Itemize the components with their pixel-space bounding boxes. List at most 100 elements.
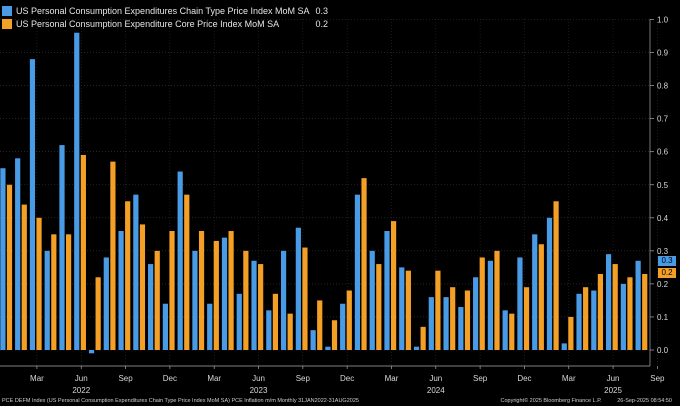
bar-headline bbox=[591, 290, 597, 350]
x-tick-label: Mar bbox=[562, 374, 576, 383]
bar-headline bbox=[192, 250, 198, 350]
bar-core bbox=[213, 240, 219, 350]
bar-headline bbox=[0, 168, 6, 350]
y-tick-label: 0.8 bbox=[657, 82, 669, 91]
y-tick-label: 0.1 bbox=[657, 313, 669, 322]
bar-core bbox=[346, 290, 352, 350]
x-tick-label: Sep bbox=[650, 374, 665, 383]
bar-headline bbox=[236, 293, 242, 350]
bar-core bbox=[331, 320, 338, 350]
bar-core bbox=[287, 313, 293, 350]
bar-core bbox=[198, 231, 205, 350]
bar-core bbox=[479, 257, 485, 350]
bar-headline bbox=[59, 145, 65, 350]
x-tick-label: Dec bbox=[517, 374, 531, 383]
bar-headline bbox=[74, 32, 80, 350]
bar-headline bbox=[620, 283, 626, 350]
bar-core bbox=[154, 250, 160, 350]
legend-item-core: US Personal Consumption Expenditure Core… bbox=[2, 17, 328, 30]
bar-core bbox=[553, 201, 559, 350]
bar-core bbox=[169, 231, 175, 350]
legend-swatch-headline bbox=[2, 5, 12, 16]
bar-headline bbox=[162, 303, 168, 350]
bar-headline bbox=[399, 267, 405, 350]
bar-core bbox=[538, 244, 544, 350]
bar-core bbox=[361, 178, 367, 350]
footer-meta: Copyright© 2025 Bloomberg Finance L.P. 2… bbox=[487, 398, 672, 404]
legend-item-headline: US Personal Consumption Expenditures Cha… bbox=[2, 4, 328, 17]
y-tick-label: 1.0 bbox=[657, 16, 669, 25]
bar-headline bbox=[15, 158, 21, 350]
bar-headline bbox=[576, 293, 582, 350]
y-tick-label: 0.4 bbox=[657, 214, 669, 223]
bar-headline bbox=[148, 264, 154, 350]
x-axis: Mar Jun Sep Dec Mar Jun Sep Dec Mar Jun Sep Dec Mar J… bbox=[0, 365, 665, 395]
bar-core bbox=[464, 290, 471, 350]
legend: US Personal Consumption Expenditures Cha… bbox=[2, 4, 328, 30]
bar-core bbox=[110, 161, 116, 350]
x-year-label: 2024 bbox=[427, 386, 445, 395]
bar-headline bbox=[458, 307, 464, 350]
bar-headline bbox=[251, 260, 257, 350]
legend-label-headline: US Personal Consumption Expenditures Cha… bbox=[16, 5, 310, 16]
bar-core bbox=[435, 270, 441, 350]
x-year-label: 2023 bbox=[250, 386, 268, 395]
bar-core bbox=[184, 194, 190, 350]
footer-timestamp: 26-Sep-2025 08:54:50 bbox=[617, 398, 672, 404]
x-tick-label: Mar bbox=[207, 374, 221, 383]
bar-headline bbox=[295, 227, 301, 350]
bar-headline bbox=[532, 234, 538, 350]
bar-headline bbox=[443, 297, 449, 350]
bar-headline bbox=[384, 231, 390, 350]
bar-headline bbox=[428, 297, 434, 350]
bar-headline bbox=[325, 346, 331, 350]
x-year-label: 2022 bbox=[72, 386, 90, 395]
bar-headline bbox=[605, 254, 612, 350]
y-tick-label: 0.2 bbox=[657, 280, 669, 289]
legend-value-headline: 0.3 bbox=[315, 5, 328, 16]
bar-core bbox=[494, 250, 500, 350]
bar-core bbox=[642, 273, 648, 350]
bar-core bbox=[597, 273, 604, 350]
last-value-tag-headline: 0.3 bbox=[658, 256, 676, 266]
bar-headline bbox=[473, 277, 479, 350]
bar-core bbox=[80, 155, 86, 350]
bars bbox=[0, 32, 648, 354]
bar-core bbox=[36, 217, 42, 350]
bar-core bbox=[376, 264, 382, 350]
bar-core bbox=[405, 270, 411, 350]
x-tick-label: Mar bbox=[385, 374, 399, 383]
y-tick-label: 0.0 bbox=[657, 346, 669, 355]
bar-core bbox=[6, 184, 13, 350]
x-year-label: 2025 bbox=[604, 386, 622, 395]
bar-core bbox=[450, 287, 456, 350]
bar-headline bbox=[44, 250, 50, 350]
x-tick-label: Mar bbox=[30, 374, 44, 383]
bar-core bbox=[317, 300, 323, 350]
bar-core bbox=[51, 234, 57, 350]
y-tick-label: 0.7 bbox=[657, 115, 669, 124]
x-tick-label: Jun bbox=[429, 374, 442, 383]
bar-headline bbox=[487, 260, 493, 350]
last-value-tag-core: 0.2 bbox=[658, 268, 676, 278]
bar-headline bbox=[266, 310, 272, 350]
bar-core bbox=[228, 231, 234, 350]
bar-core bbox=[243, 250, 249, 350]
y-tick-label: 0.5 bbox=[657, 181, 669, 190]
y-tick-label: 0.6 bbox=[657, 148, 669, 157]
bar-headline bbox=[88, 350, 95, 354]
bar-core bbox=[509, 313, 515, 350]
bar-core bbox=[568, 316, 574, 350]
bar-headline bbox=[635, 260, 641, 350]
x-tick-label: Sep bbox=[473, 374, 488, 383]
bar-core bbox=[390, 221, 397, 350]
y-tick-label: 0.3 bbox=[657, 247, 669, 256]
bar-core bbox=[420, 326, 426, 350]
bar-headline bbox=[354, 194, 361, 350]
bar-headline bbox=[207, 303, 213, 350]
bar-headline bbox=[118, 231, 124, 350]
bar-core bbox=[139, 224, 146, 350]
bar-headline bbox=[133, 194, 139, 350]
bar-core bbox=[125, 201, 131, 350]
bar-headline bbox=[29, 59, 36, 350]
